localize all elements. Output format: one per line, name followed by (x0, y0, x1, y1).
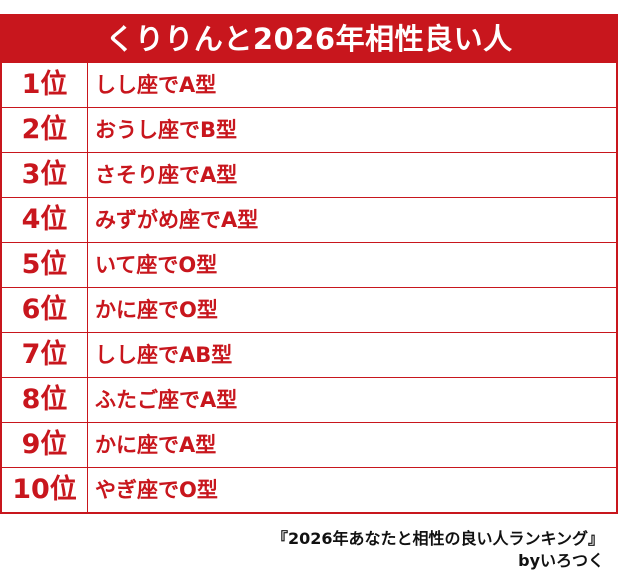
ranking-row-4: 4位 みずがめ座でA型 (2, 197, 616, 242)
ranking-row-8: 8位 ふたご座でA型 (2, 377, 616, 422)
rank-label: 8位 (2, 378, 88, 422)
ranking-row-2: 2位 おうし座でB型 (2, 107, 616, 152)
source-credit: 『2026年あなたと相性の良い人ランキング』 byいろつく (272, 528, 604, 572)
ranking-row-10: 10位 やぎ座でO型 (2, 467, 616, 512)
match-text: いて座でO型 (95, 253, 218, 277)
rank-label: 7位 (2, 333, 88, 377)
rank-label: 2位 (2, 108, 88, 152)
ranking-row-7: 7位 しし座でAB型 (2, 332, 616, 377)
match-text: しし座でAB型 (95, 343, 233, 367)
rank-label: 9位 (2, 423, 88, 467)
ranking-row-9: 9位 かに座でA型 (2, 422, 616, 467)
source-author: byいろつく (518, 551, 604, 570)
rank-label: 6位 (2, 288, 88, 332)
ranking-row-5: 5位 いて座でO型 (2, 242, 616, 287)
ranking-title: くりりんと2026年相性良い人 (2, 16, 616, 62)
match-text: かに座でA型 (95, 433, 217, 457)
source-title: 『2026年あなたと相性の良い人ランキング』 (271, 529, 604, 548)
ranking-row-1: 1位 しし座でA型 (2, 62, 616, 107)
rank-label: 10位 (2, 468, 88, 512)
match-text: ふたご座でA型 (95, 388, 238, 412)
rank-label: 5位 (2, 243, 88, 287)
rank-label: 1位 (2, 63, 88, 107)
ranking-row-3: 3位 さそり座でA型 (2, 152, 616, 197)
match-text: かに座でO型 (95, 298, 218, 322)
ranking-row-6: 6位 かに座でO型 (2, 287, 616, 332)
match-text: おうし座でB型 (95, 118, 238, 142)
rank-label: 3位 (2, 153, 88, 197)
match-text: みずがめ座でA型 (95, 208, 259, 232)
match-text: やぎ座でO型 (95, 478, 218, 502)
rank-label: 4位 (2, 198, 88, 242)
ranking-table: くりりんと2026年相性良い人 1位 しし座でA型 2位 おうし座でB型 3位 … (0, 14, 618, 514)
match-text: しし座でA型 (95, 73, 217, 97)
match-text: さそり座でA型 (95, 163, 238, 187)
